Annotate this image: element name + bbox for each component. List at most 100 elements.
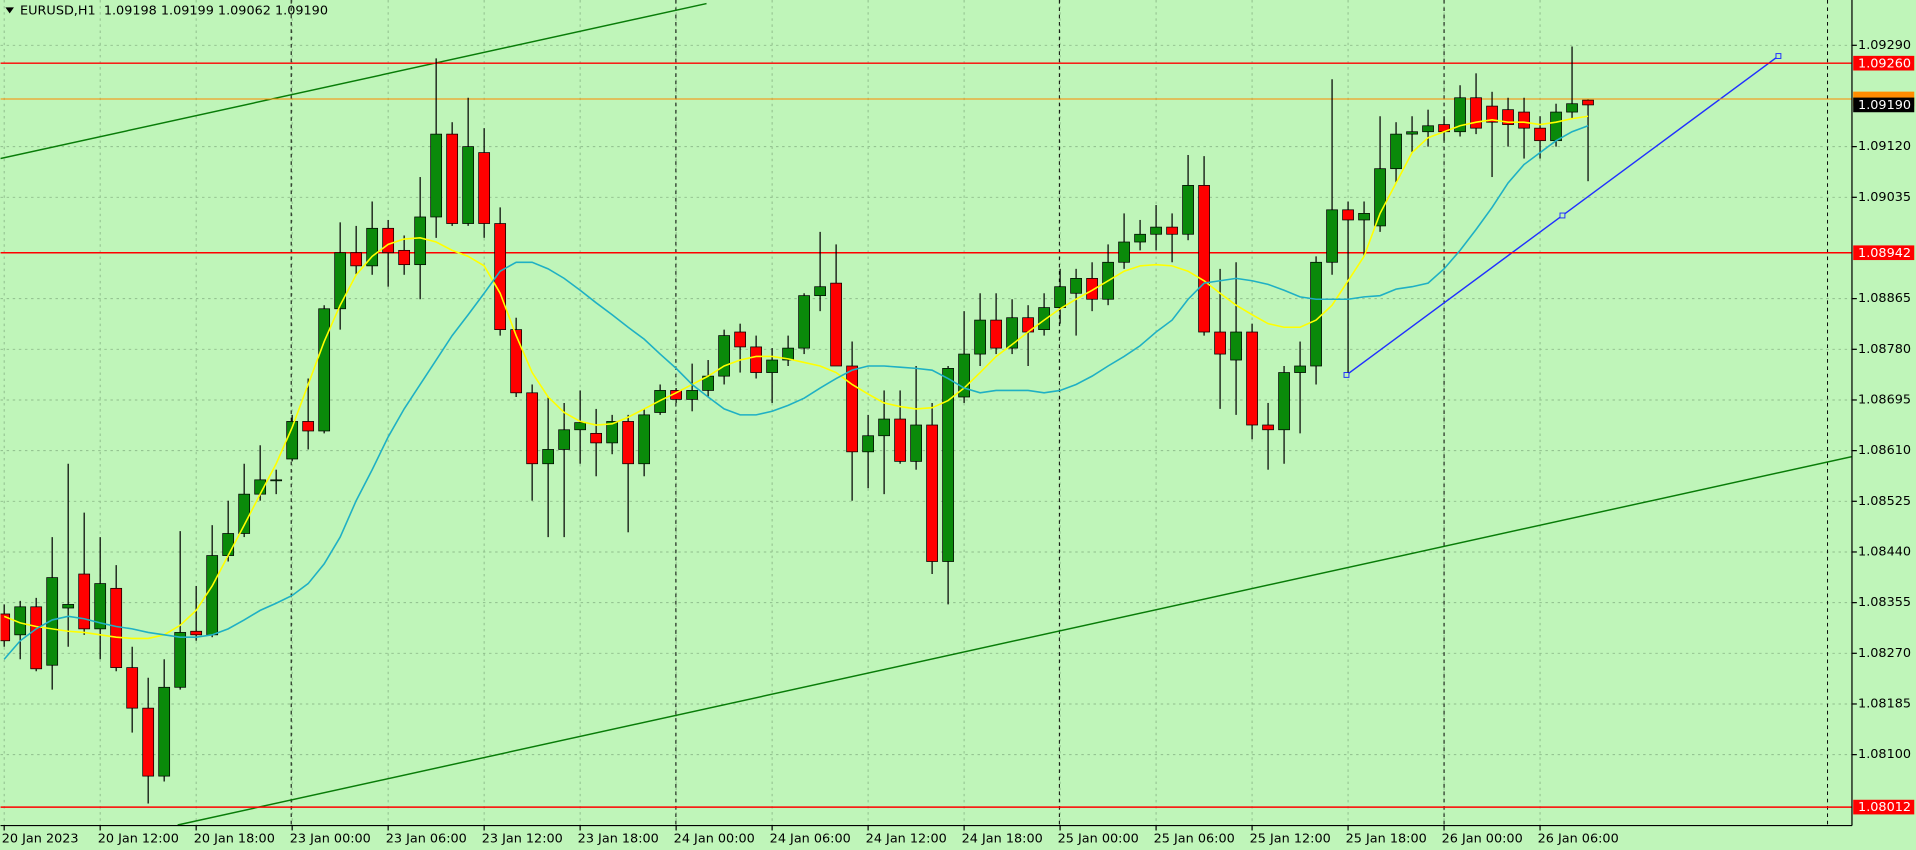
y-tick-label: 1.08865: [1858, 291, 1911, 306]
candle-body: [382, 227, 395, 254]
level-label: [1853, 799, 1915, 815]
x-tick-label: 23 Jan 06:00: [386, 832, 467, 847]
level-label-text: 1.08012: [1858, 800, 1911, 815]
line-handle: [1775, 53, 1782, 59]
candle-body: [1214, 331, 1226, 355]
candle-body: [1134, 233, 1146, 243]
candle-body: [1406, 131, 1418, 135]
candle-body: [1326, 209, 1338, 263]
candle-body: [1230, 331, 1242, 361]
x-tick-label: 24 Jan 18:00: [962, 832, 1043, 847]
candle-body: [190, 630, 203, 636]
line-handle: [1343, 372, 1350, 378]
candle-body: [78, 573, 91, 630]
candle-body: [686, 390, 698, 400]
candle-body: [574, 422, 587, 431]
candle-body: [958, 353, 970, 398]
candle-body: [142, 707, 155, 777]
candle-body: [1534, 127, 1546, 142]
candle-body: [622, 421, 634, 465]
candle-body: [430, 133, 443, 218]
candle-body: [1182, 185, 1194, 235]
candle-body: [1502, 109, 1514, 125]
candle-body: [1582, 99, 1594, 106]
candle-body: [510, 329, 523, 394]
candle-body: [398, 249, 411, 266]
candle-body: [318, 308, 331, 432]
candle-body: [862, 435, 874, 453]
candle-body: [734, 331, 746, 348]
plot-layer: [0, 2, 1852, 826]
candle-body: [798, 295, 810, 349]
candle-body: [174, 632, 187, 688]
x-tick-label: 25 Jan 12:00: [1250, 832, 1331, 847]
candle-body: [1070, 278, 1082, 294]
candle-body: [1262, 424, 1274, 431]
candle-body: [1550, 111, 1562, 142]
x-tick-label: 24 Jan 06:00: [770, 832, 851, 847]
candle-body: [1422, 125, 1434, 133]
x-tick-label: 23 Jan 12:00: [482, 832, 563, 847]
candle-body: [302, 421, 315, 432]
candle-body: [558, 429, 571, 450]
candle-body: [766, 359, 778, 373]
candle-body: [206, 555, 219, 636]
level-label-text: 1.09260: [1858, 56, 1911, 71]
candle-body: [110, 587, 123, 668]
candle-body: [942, 368, 954, 562]
candle-body: [1198, 185, 1210, 333]
candle-body: [1358, 213, 1370, 221]
trend-line: [0, 2, 707, 160]
candle-body: [750, 346, 762, 373]
candle-body: [878, 418, 890, 437]
candle-body: [1006, 317, 1018, 349]
candle-body: [94, 583, 107, 630]
candle-body: [990, 319, 1002, 349]
candle-body: [910, 424, 922, 462]
candle-body: [894, 418, 906, 462]
candle-body: [846, 365, 858, 453]
x-tick-label: 24 Jan 00:00: [674, 832, 755, 847]
candle-body: [1454, 97, 1466, 133]
candle-body: [1566, 103, 1578, 113]
x-tick-label: 25 Jan 06:00: [1154, 832, 1235, 847]
y-tick-label: 1.08780: [1858, 342, 1911, 357]
candle-body: [926, 424, 938, 562]
moving-average: [3, 125, 1589, 660]
candle-body: [1246, 331, 1258, 426]
candle-body: [606, 421, 618, 444]
menu-triangle: [5, 7, 14, 14]
candle-body: [334, 252, 347, 310]
candle-body: [526, 392, 539, 465]
bid-label-text: 1.09190: [1858, 98, 1911, 113]
y-tick-label: 1.08185: [1858, 696, 1911, 711]
candle-body: [590, 432, 603, 444]
candle-body: [1118, 241, 1130, 263]
candle-body: [62, 604, 75, 609]
candle-body: [414, 216, 427, 266]
y-tick-label: 1.08440: [1858, 544, 1911, 559]
x-tick-label: 25 Jan 00:00: [1058, 832, 1139, 847]
candle-body: [1054, 286, 1066, 308]
y-tick-label: 1.08525: [1858, 494, 1911, 509]
x-tick-label: 20 Jan 18:00: [194, 832, 275, 847]
x-tick-label: 24 Jan 12:00: [866, 832, 947, 847]
y-tick-label: 1.08610: [1858, 443, 1911, 458]
level-label-text: 1.08942: [1858, 246, 1911, 261]
candle-body: [1294, 365, 1306, 373]
candle-body: [446, 133, 459, 224]
candle-body: [1310, 261, 1322, 367]
candle-body: [366, 227, 379, 267]
candle-body: [1390, 133, 1402, 170]
chart-title: EURUSD,H1 1.09198 1.09199 1.09062 1.0919…: [20, 3, 328, 18]
y-tick-label: 1.08355: [1858, 595, 1911, 610]
x-tick-label: 20 Jan 12:00: [98, 832, 179, 847]
candle-body: [1342, 209, 1354, 221]
candle-body: [46, 577, 59, 666]
candle-body: [0, 613, 11, 642]
y-tick-label: 1.09290: [1858, 38, 1911, 53]
candle-body: [1518, 111, 1530, 129]
candle-body: [222, 533, 235, 556]
candle-body: [638, 414, 650, 465]
